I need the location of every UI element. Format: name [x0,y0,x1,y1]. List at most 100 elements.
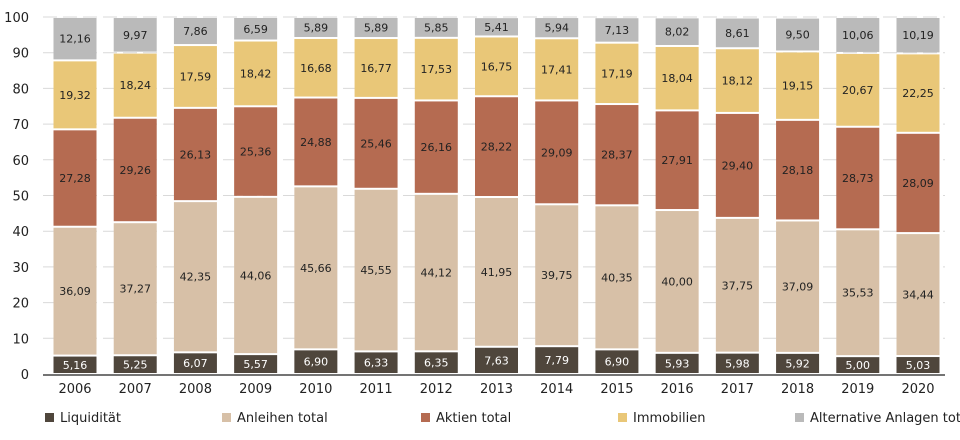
data-label: 10,06 [842,29,874,42]
bar-segment [535,101,579,204]
bar-segment [113,18,157,52]
bar-segment [836,53,880,126]
bar-segment [234,355,278,373]
bar-segment [475,18,518,36]
bar-segment [354,39,398,97]
bar-segment [113,223,157,355]
bar-segment [715,49,759,112]
bar-segment [776,52,820,119]
data-label: 6,07 [183,357,208,370]
data-label: 7,63 [484,354,509,367]
bar-2008: 6,07 42,35 26,13 17,59 7,86 [173,18,217,373]
y-tick-label: 0 [21,368,29,383]
data-label: 25,36 [240,146,272,159]
bar-segment [294,38,338,97]
data-label: 5,16 [63,359,88,372]
bar-segment [414,101,458,193]
bar-2014: 7,79 39,75 29,09 17,41 5,94 [535,18,579,373]
legend-swatch [45,413,54,422]
bar-segment [595,206,639,349]
bar-segment [715,353,759,373]
legend: Liquidität Anleihen total Aktien total Immo… [45,411,960,426]
data-label: 6,33 [364,357,389,370]
bar-segment [896,357,940,373]
data-label: 17,19 [601,67,633,80]
data-label: 28,09 [902,177,934,190]
bar-segment [475,37,518,96]
bar-segment [715,218,759,352]
y-tick-label: 90 [12,47,29,62]
bar-segment [655,46,699,110]
x-tick-label: 2007 [119,382,152,397]
bar-segment [655,18,699,45]
bar-segment [53,17,97,60]
bar-segment [173,353,217,373]
legend-label: Anleihen total [237,411,328,426]
data-label: 7,13 [605,24,630,37]
x-tick-label: 2009 [239,382,272,397]
bar-segment [595,43,639,104]
bar-segment [234,41,278,106]
legend-item: Aktien total [421,411,511,426]
y-tick-label: 80 [12,82,29,97]
bar-segment [535,18,579,38]
bar-2016: 5,93 40,00 27,91 18,04 8,02 [655,18,699,373]
bar-segment [475,97,518,196]
legend-swatch [222,413,231,422]
x-axis: 2006 2007 2008 2009 2010 2011 2012 2013 2014 2015… [58,382,934,397]
bar-segment [535,39,579,100]
bar-segment [475,347,518,373]
bar-segment [715,18,759,48]
bar-segment [173,46,217,107]
bar-segment [535,205,579,346]
data-label: 25,46 [360,137,392,150]
data-label: 41,95 [481,266,513,279]
data-label: 37,27 [119,283,151,296]
data-label: 35,53 [842,287,874,300]
bar-segment [173,202,217,352]
data-label: 18,42 [240,67,272,80]
bar-2006: 5,16 36,09 27,28 19,32 12,16 [53,17,97,373]
data-label: 7,86 [183,25,208,38]
y-tick-label: 40 [12,225,29,240]
x-tick-label: 2008 [179,382,212,397]
bar-segment [655,211,699,352]
bar-segment [354,189,398,351]
bar-segment [896,54,940,132]
data-label: 5,85 [424,21,449,34]
bar-segment [776,353,820,373]
data-label: 45,66 [300,262,332,275]
bar-2015: 6,90 40,35 28,37 17,19 7,13 [595,18,639,373]
legend-item: Alternative Anlagen total [795,411,960,426]
x-tick-label: 2010 [299,382,332,397]
data-label: 9,97 [123,29,148,42]
data-label: 9,50 [785,29,810,42]
legend-label: Alternative Anlagen total [810,411,960,426]
bar-segment [294,98,338,186]
bar-2007: 5,25 37,27 29,26 18,24 9,97 [113,18,157,373]
bar-segment [715,113,759,217]
data-label: 44,06 [240,269,272,282]
bar-segment [776,18,820,51]
bar-segment [896,133,940,233]
data-label: 5,00 [846,359,871,372]
bar-segment [595,350,639,373]
bars: 5,16 36,09 27,28 19,32 12,16 5,25 37,27 29,26 18… [53,17,940,373]
bar-segment [354,352,398,373]
bar-segment [294,350,338,373]
bar-segment [234,197,278,354]
bar-2020: 5,03 34,44 28,09 22,25 10,19 [896,18,940,373]
bar-segment [354,98,398,188]
bar-segment [113,356,157,373]
data-label: 24,88 [300,136,332,149]
bar-segment [836,127,880,229]
data-label: 17,59 [180,70,212,83]
data-label: 5,93 [665,357,690,370]
data-label: 17,41 [541,63,573,76]
x-tick-label: 2011 [360,382,393,397]
data-label: 44,12 [421,267,453,280]
data-label: 19,15 [782,80,814,93]
data-label: 37,09 [782,281,814,294]
data-label: 16,75 [481,60,513,73]
bar-2013: 7,63 41,95 28,22 16,75 5,41 [475,18,518,373]
